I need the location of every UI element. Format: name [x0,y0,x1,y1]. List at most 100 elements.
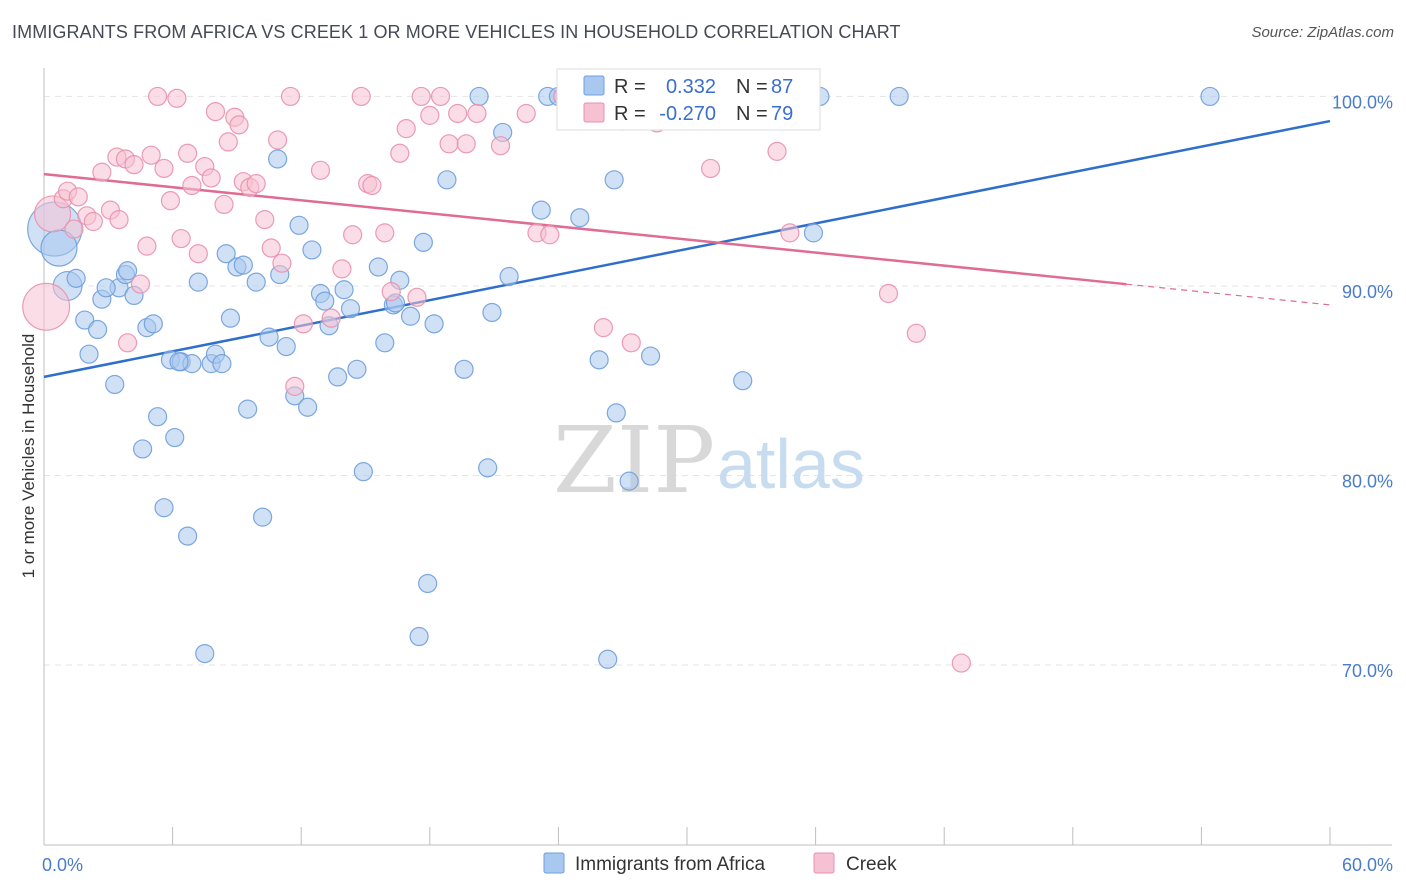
creek-point [362,175,382,196]
africa-point [268,149,288,169]
africa-point [66,268,86,288]
africa-point [212,354,232,374]
africa-point [499,266,519,287]
africa-point [368,257,388,277]
africa-point [216,244,236,264]
creek-trend-line [43,172,1127,286]
africa-point [79,344,99,364]
creek-point [767,141,787,161]
creek-point [261,238,281,258]
africa-point [803,223,824,243]
watermark-atlas: atlas [717,425,865,503]
stats-legend: R = 0.332 N = 87 R = -0.270 N = 79 [556,68,821,131]
africa-point [424,314,444,334]
creek-point [351,86,371,107]
creek-point [280,86,301,107]
creek-point [540,225,560,245]
creek-point [268,130,288,150]
creek-point [124,155,144,175]
creek-point [310,160,331,180]
bottom-legend-label-creek: Creek [846,854,897,875]
legend-pink-n-value: 79 [771,103,793,125]
creek-point [390,143,410,163]
bottom-legend-swatch-blue [543,852,565,874]
africa-point [334,280,354,300]
creek-point [182,175,202,196]
africa-point [640,346,661,366]
creek-point [167,88,187,108]
creek-point [516,103,536,124]
africa-point [437,170,457,190]
x-tick-label: 0.0% [42,855,83,875]
africa-point [220,308,241,328]
africa-point [606,403,626,423]
creek-point [201,168,221,188]
africa-point [409,626,429,647]
creek-point [878,283,899,304]
africa-point [340,299,361,319]
creek-point [83,211,103,232]
creek-point [137,236,157,256]
x-tick-label: 60.0% [1342,855,1393,875]
y-tick-label: 80.0% [1342,471,1393,491]
legend-swatch-pink [583,102,605,123]
africa-point [302,240,322,260]
creek-point [255,210,275,230]
africa-point [276,336,296,357]
africa-point [328,367,348,387]
creek-point [420,105,440,125]
bottom-legend-swatch-pink [813,852,835,874]
africa-point [289,215,309,235]
africa-point [253,507,273,527]
creek-point [22,282,71,331]
chart-title: IMMIGRANTS FROM AFRICA VS CREEK 1 OR MOR… [12,22,901,42]
africa-point [188,272,208,292]
africa-point [347,359,367,379]
creek-point [411,86,431,107]
source-label: Source: ZipAtlas.com [1251,24,1394,41]
creek-point [178,143,198,163]
creek-point [396,119,416,139]
creek-point [293,314,313,334]
africa-point [105,374,125,395]
trend-lines [43,119,1331,379]
tick-labels: 100.0% 90.0% 80.0% 70.0% 0.0% 60.0% [42,92,1393,875]
africa-point [413,232,433,252]
africa-point [143,314,163,334]
africa-point [733,371,753,391]
creek-point [700,158,721,179]
legend-blue-n-value: 87 [771,76,793,98]
creek-point [246,174,266,194]
creek-point [780,223,800,243]
africa-point [400,306,421,326]
africa-point [454,359,474,379]
africa-point [178,526,198,546]
africa-point [195,643,215,664]
africa-point [233,255,253,275]
creek-point [448,103,468,124]
africa-point [315,291,335,311]
africa-point [589,350,609,370]
creek-point [272,253,292,273]
creek-point [332,259,352,279]
africa-point [238,399,258,419]
africa-point [531,200,551,220]
creek-point [439,134,459,154]
legend-pink-r-value: -0.270 [659,103,716,125]
creek-point [147,86,168,107]
africa-point [1200,86,1220,107]
y-tick-label: 70.0% [1342,661,1393,681]
creek-point [130,274,151,294]
creek-point [229,115,249,135]
creek-point [188,244,208,264]
africa-point [478,458,498,478]
creek-point [141,145,161,165]
creek-point [490,136,511,156]
africa-point [619,471,639,491]
africa-point [154,498,174,518]
africa-point [259,327,279,347]
africa-point [169,352,189,372]
africa-point [165,427,185,448]
africa-point [117,261,138,281]
